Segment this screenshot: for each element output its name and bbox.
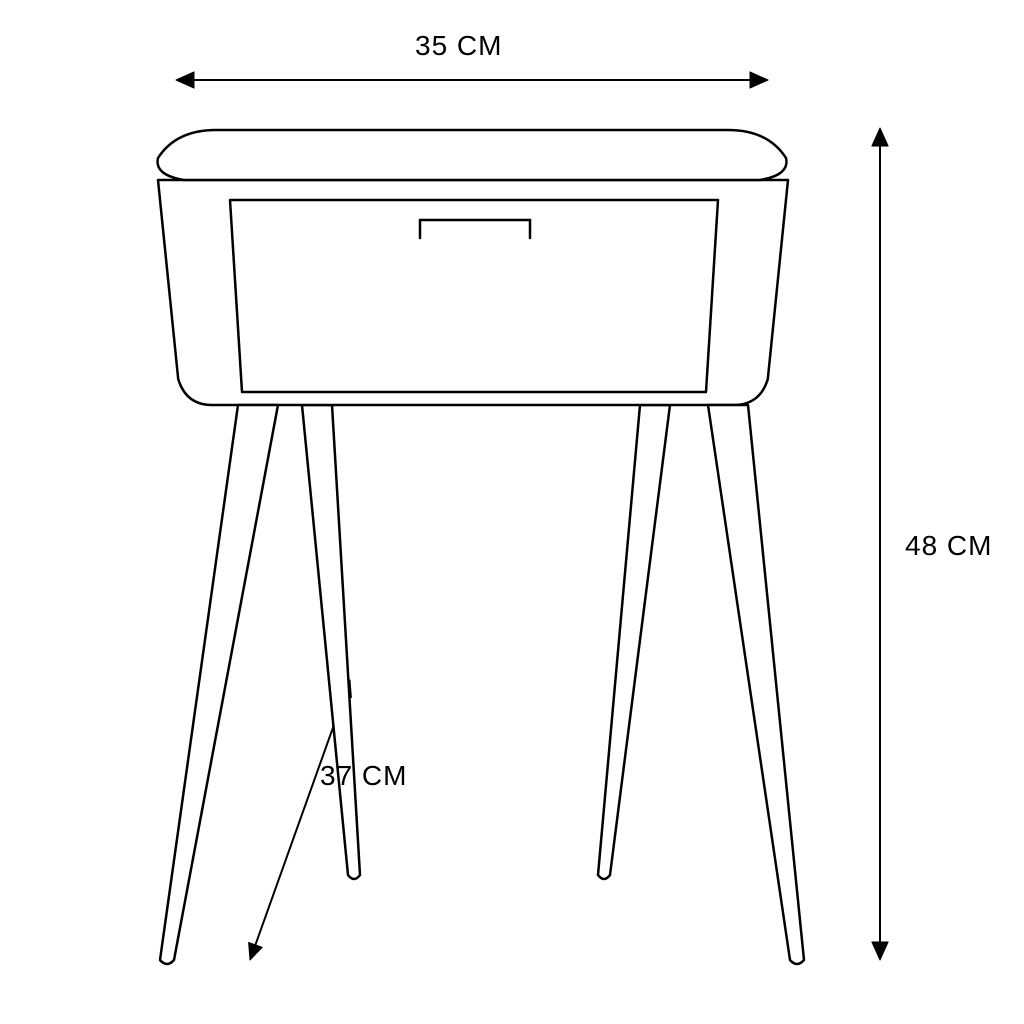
diagram-canvas: 35 CM 48 CM 37 CM	[0, 0, 1024, 1024]
furniture-dimension-svg	[0, 0, 1024, 1024]
dimension-depth-label: 37 CM	[320, 760, 407, 792]
dimension-height-label: 48 CM	[905, 530, 992, 562]
dimension-width-label: 35 CM	[415, 30, 502, 62]
